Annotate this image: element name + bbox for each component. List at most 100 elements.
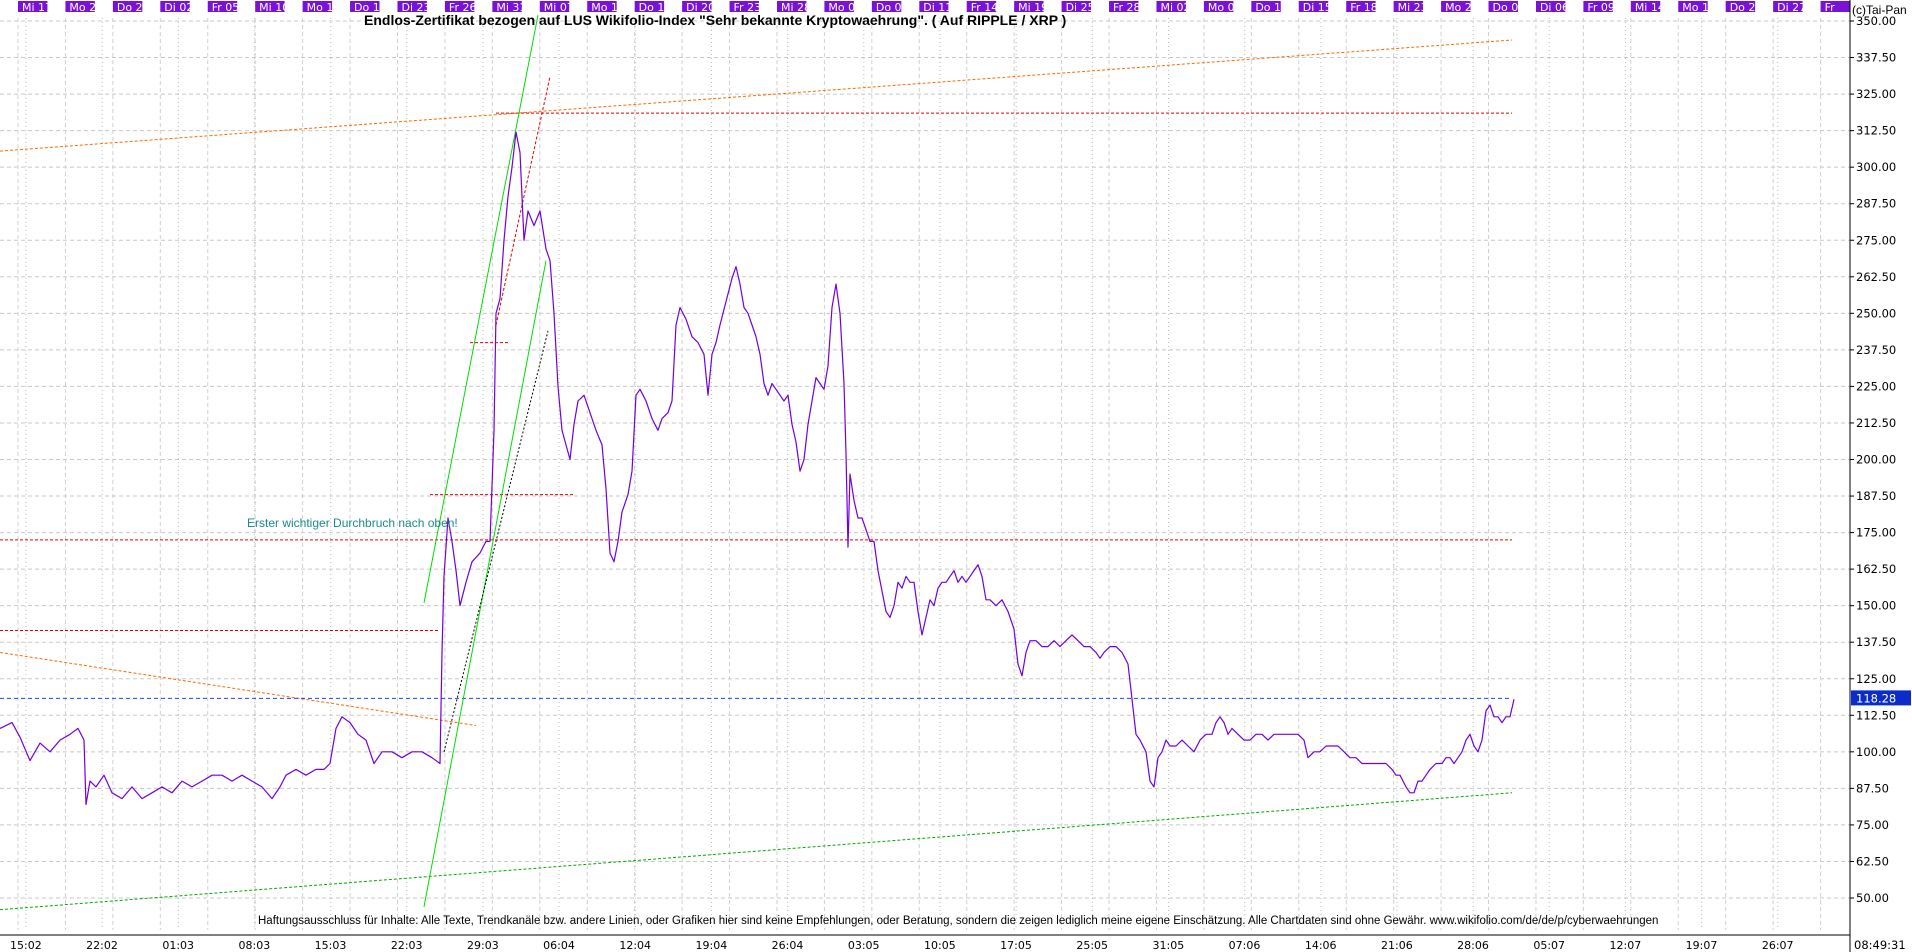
chart-title: Endlos-Zertifikat bezogen auf LUS Wikifo…: [364, 12, 1066, 28]
trend-line: [0, 39, 1513, 152]
x-tick-label: 22:02: [86, 939, 118, 952]
top-tick-label: Mo 19: [1682, 1, 1716, 14]
top-tick-box: [1441, 1, 1471, 12]
top-tick-box: [112, 1, 143, 12]
top-tick-box: [871, 1, 902, 12]
top-tick-label: Mi 02: [1160, 1, 1190, 14]
top-tick-box: [776, 1, 807, 12]
y-tick-label: 150.00: [1856, 599, 1896, 613]
x-tick-label: 14:06: [1305, 939, 1337, 952]
x-tick-label: 26:07: [1762, 939, 1794, 952]
top-tick-label: Mi 17: [22, 1, 52, 14]
top-tick-box: [1014, 1, 1044, 12]
top-tick-box: [160, 1, 190, 12]
top-tick-box: [492, 1, 522, 12]
y-tick-label: 300.00: [1856, 160, 1896, 174]
y-tick-label: 200.00: [1856, 453, 1896, 467]
top-tick-box: [1535, 1, 1566, 12]
trend-line: [0, 792, 1513, 911]
y-tick-label: 62.50: [1856, 854, 1889, 868]
top-tick-label: Mi 28: [781, 1, 811, 14]
top-tick-box: [587, 1, 617, 12]
top-tick-box: [444, 1, 475, 12]
top-tick-label: Fr 28: [1113, 1, 1141, 14]
top-tick-label: Mi 14: [1635, 1, 1665, 14]
price-series: [0, 131, 1515, 806]
y-tick-label: 50.00: [1856, 891, 1889, 905]
top-tick-box: [207, 1, 238, 12]
trend-line: [495, 76, 551, 326]
top-tick-label: Mi 19: [1018, 1, 1048, 14]
top-tick-label: Mi 23: [1398, 1, 1428, 14]
top-tick-box: [1583, 1, 1613, 12]
y-tick-label: 225.00: [1856, 379, 1896, 393]
y-tick-label: 350.00: [1856, 14, 1896, 28]
top-tick-box: [1251, 1, 1281, 12]
trend-line: [443, 330, 549, 752]
x-tick-label: 12:04: [619, 939, 651, 952]
top-tick-box: [255, 1, 285, 12]
top-tick-box: [1678, 1, 1708, 12]
x-tick-label: 29:03: [467, 939, 499, 952]
x-tick-label: 10:05: [924, 939, 956, 952]
series-line: [0, 131, 1515, 806]
top-tick-box: [1725, 1, 1756, 12]
top-tick-label: Mi 07: [544, 1, 574, 14]
y-tick-label: 175.00: [1856, 526, 1896, 540]
top-tick-box: [65, 1, 95, 12]
top-tick-label: Mi 10: [259, 1, 289, 14]
time-label-box: [1852, 938, 1910, 951]
y-tick-label: 137.50: [1856, 635, 1896, 649]
y-tick-label: 262.50: [1856, 270, 1896, 284]
y-tick-label: 275.00: [1856, 233, 1896, 247]
top-tick-box: [729, 1, 759, 12]
top-tick-label: Do 06: [876, 1, 909, 14]
y-axis: 350.00 337.50 325.00 312.50 300.00 287.50 275.…: [1850, 14, 1896, 905]
x-axis: 15:02 22:02 01:03 08:03 15:03 22:03 29:03 06:04…: [10, 939, 1794, 952]
x-tick-label: 19:04: [696, 939, 728, 952]
y-tick-label: 337.50: [1856, 51, 1896, 65]
top-tick-label: Fr 26: [449, 1, 477, 14]
top-tick-label: Di 11: [923, 1, 952, 14]
x-tick-label: 01:03: [162, 939, 194, 952]
last-value-badge: [1851, 690, 1911, 706]
x-tick-label: 17:05: [1000, 939, 1032, 952]
y-tick-label: 212.50: [1856, 416, 1896, 430]
y-tick-label: 125.00: [1856, 672, 1896, 686]
top-tick-box: [1820, 1, 1850, 12]
top-tick-box: [1773, 1, 1803, 12]
top-tick-label: Do 01: [1493, 1, 1526, 14]
x-tick-label: 15:03: [315, 939, 347, 952]
top-tick-label: Mo 03: [828, 1, 862, 14]
top-tick-box: [539, 1, 570, 12]
top-tick-label: Fr 14: [971, 1, 999, 14]
top-tick-label: Di 02: [164, 1, 193, 14]
top-tick-label: Do 10: [1255, 1, 1288, 14]
y-tick-label: 287.50: [1856, 197, 1896, 211]
top-tick-box: [1298, 1, 1329, 12]
top-tick-box: [1630, 1, 1661, 12]
top-tick-box: [824, 1, 854, 12]
top-tick-label: Mo 22: [69, 1, 103, 14]
trend-line: [423, 15, 539, 603]
y-tick-label: 100.00: [1856, 745, 1896, 759]
x-tick-label: 28:06: [1457, 939, 1489, 952]
x-tick-label: 25:05: [1076, 939, 1108, 952]
top-tick-label: Di 25: [1066, 1, 1095, 14]
top-tick-label: Di 27: [1777, 1, 1806, 14]
y-tick-label: 237.50: [1856, 343, 1896, 357]
y-tick-label: 162.50: [1856, 562, 1896, 576]
top-tick-label: Di 06: [1540, 1, 1569, 14]
top-tick-label: Do 18: [354, 1, 387, 14]
top-tick-label: Mo 12: [591, 1, 625, 14]
x-tick-label: 06:04: [543, 939, 575, 952]
top-tick-box: [397, 1, 427, 12]
x-tick-label: 26:04: [772, 939, 804, 952]
x-tick-label: 31:05: [1153, 939, 1185, 952]
top-tick-label: Fr 05: [212, 1, 240, 14]
y-tick-label: 87.50: [1856, 781, 1889, 795]
top-tick-box: [1488, 1, 1518, 12]
y-tick-label: 250.00: [1856, 306, 1896, 320]
top-tick-label: Mi 31: [496, 1, 526, 14]
